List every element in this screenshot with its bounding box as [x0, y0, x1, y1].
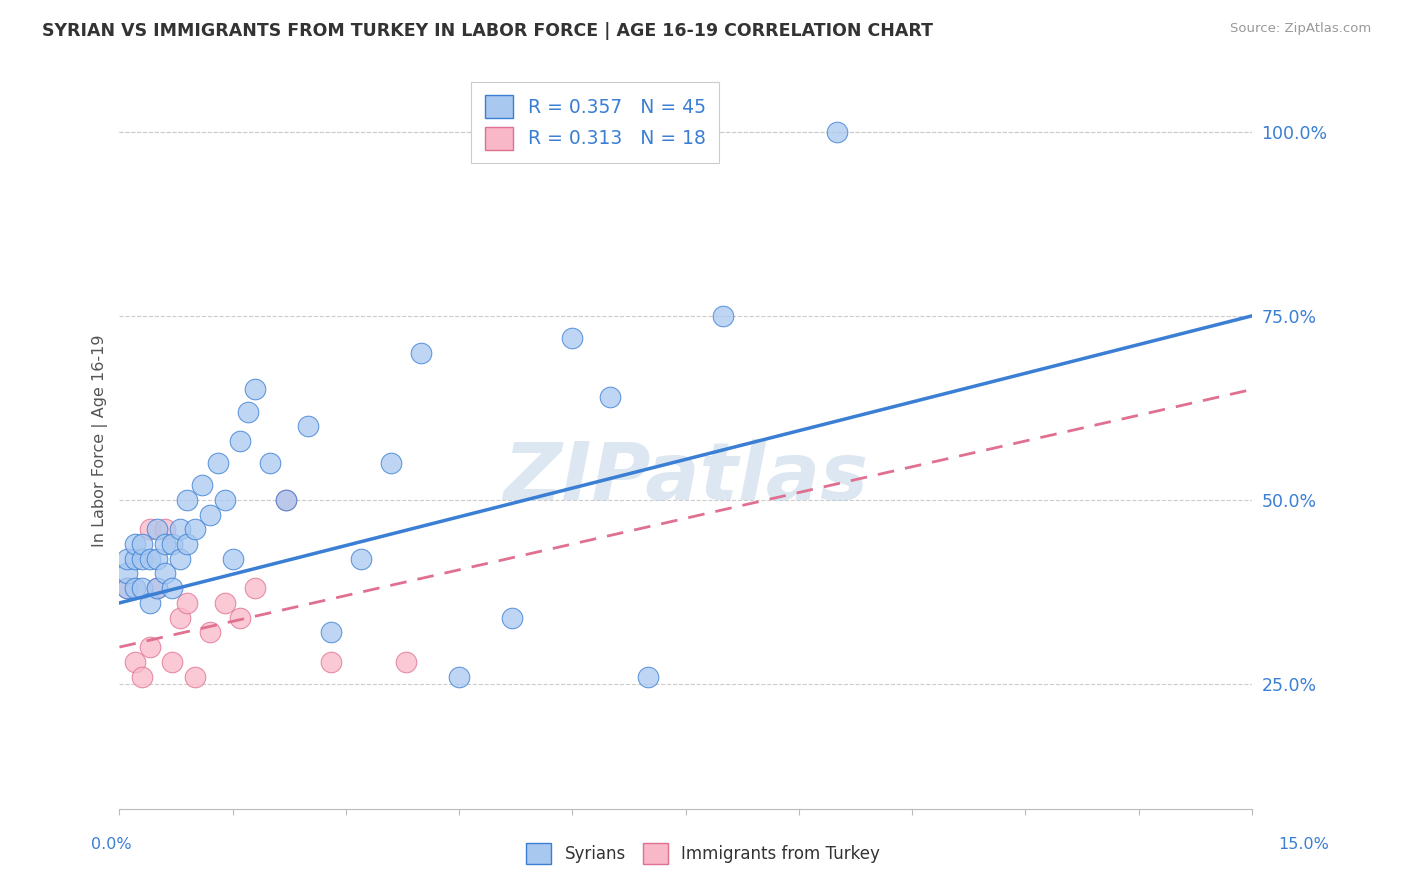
Point: [380, 456, 402, 470]
Point: [131, 669, 153, 683]
Y-axis label: In Labor Force | Age 16-19: In Labor Force | Age 16-19: [93, 334, 108, 548]
Point: [236, 404, 259, 418]
Point: [501, 610, 523, 624]
Text: 0.0%: 0.0%: [91, 837, 132, 852]
Point: [274, 492, 297, 507]
Point: [138, 640, 160, 654]
Point: [214, 492, 236, 507]
Point: [561, 331, 583, 345]
Point: [198, 508, 221, 522]
Legend: R = 0.357   N = 45, R = 0.313   N = 18: R = 0.357 N = 45, R = 0.313 N = 18: [471, 82, 718, 163]
Point: [115, 581, 138, 595]
Point: [162, 537, 184, 551]
Point: [245, 383, 267, 397]
Point: [169, 522, 191, 536]
Point: [184, 522, 207, 536]
Point: [395, 655, 418, 669]
Point: [115, 566, 138, 581]
Point: [825, 125, 848, 139]
Point: [599, 390, 621, 404]
Point: [153, 522, 176, 536]
Point: [637, 669, 659, 683]
Text: ZIPatlas: ZIPatlas: [503, 439, 868, 516]
Point: [169, 610, 191, 624]
Point: [162, 581, 184, 595]
Point: [191, 478, 214, 492]
Point: [131, 551, 153, 566]
Text: SYRIAN VS IMMIGRANTS FROM TURKEY IN LABOR FORCE | AGE 16-19 CORRELATION CHART: SYRIAN VS IMMIGRANTS FROM TURKEY IN LABO…: [42, 22, 934, 40]
Point: [153, 566, 176, 581]
Text: Source: ZipAtlas.com: Source: ZipAtlas.com: [1230, 22, 1371, 36]
Point: [274, 492, 297, 507]
Point: [214, 596, 236, 610]
Point: [146, 522, 169, 536]
Point: [176, 492, 198, 507]
Point: [319, 625, 342, 640]
Legend: Syrians, Immigrants from Turkey: Syrians, Immigrants from Turkey: [520, 837, 886, 871]
Point: [138, 596, 160, 610]
Point: [713, 309, 735, 323]
Point: [131, 581, 153, 595]
Point: [297, 419, 319, 434]
Point: [131, 537, 153, 551]
Point: [176, 596, 198, 610]
Point: [115, 581, 138, 595]
Point: [146, 551, 169, 566]
Point: [124, 581, 146, 595]
Point: [229, 610, 252, 624]
Point: [198, 625, 221, 640]
Point: [449, 669, 471, 683]
Point: [146, 581, 169, 595]
Point: [124, 551, 146, 566]
Point: [229, 434, 252, 448]
Point: [138, 551, 160, 566]
Text: 15.0%: 15.0%: [1278, 837, 1329, 852]
Point: [153, 537, 176, 551]
Point: [411, 345, 433, 359]
Point: [350, 551, 373, 566]
Point: [146, 581, 169, 595]
Point: [162, 655, 184, 669]
Point: [169, 551, 191, 566]
Point: [245, 581, 267, 595]
Point: [259, 456, 281, 470]
Point: [138, 522, 160, 536]
Point: [124, 655, 146, 669]
Point: [124, 537, 146, 551]
Point: [115, 551, 138, 566]
Point: [221, 551, 243, 566]
Point: [207, 456, 229, 470]
Point: [319, 655, 342, 669]
Point: [176, 537, 198, 551]
Point: [184, 669, 207, 683]
